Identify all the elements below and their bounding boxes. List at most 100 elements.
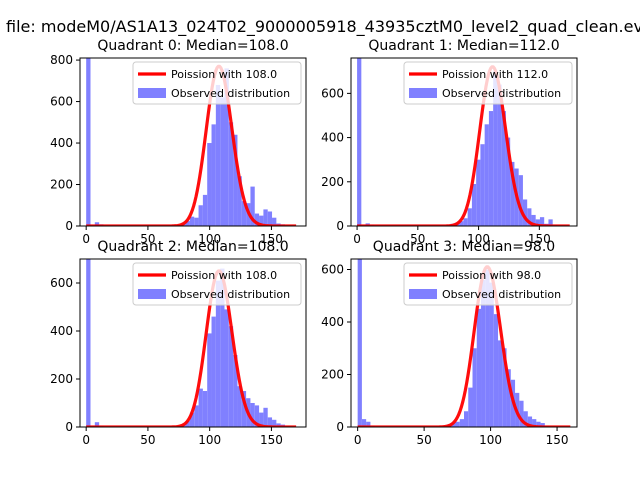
histogram-bar: [215, 280, 221, 427]
poisson-fit-line: [356, 65, 571, 226]
panel-title: Quadrant 1: Median=112.0: [368, 38, 559, 54]
histogram-bar: [510, 161, 515, 226]
x-tick-label: 0: [353, 232, 361, 246]
histogram-bar: [459, 419, 464, 427]
histogram-bar: [215, 84, 221, 226]
histogram-bar: [207, 333, 212, 427]
legend-entry-hist: Observed distribution: [442, 288, 561, 301]
histogram-bar: [467, 208, 472, 226]
histogram-bar: [505, 137, 511, 226]
x-tick-label: 100: [198, 433, 221, 447]
x-tick-label: 50: [140, 232, 155, 246]
legend-entry-fit: Poission with 108.0: [171, 269, 277, 282]
histogram-bar: [472, 348, 477, 427]
histogram-bar: [202, 391, 208, 427]
histogram-bar: [220, 97, 225, 226]
histogram-bar: [471, 184, 477, 226]
histogram-bar: [267, 211, 273, 226]
histogram-bar: [241, 201, 247, 226]
panel-title: Quadrant 3: Median=98.0: [373, 239, 555, 255]
histogram-bar: [357, 58, 362, 226]
histogram-bar: [548, 219, 553, 226]
axes-frame: [350, 57, 578, 227]
histogram-bar: [493, 71, 498, 226]
plot-area: [356, 58, 571, 226]
legend-entry-fit: Poission with 108.0: [171, 68, 277, 81]
histogram-bar: [220, 268, 225, 427]
legend: Poission with 108.0 Observed distribution: [132, 262, 302, 306]
histogram-bar: [241, 391, 247, 427]
histogram-bar: [259, 412, 264, 427]
histogram-bar: [540, 423, 545, 427]
x-tick-label: 0: [82, 433, 90, 447]
histogram-bar: [476, 308, 482, 427]
histogram-bar: [527, 416, 533, 427]
y-tick-label: 400: [321, 315, 344, 329]
panel-title: Quadrant 2: Median=108.0: [97, 239, 288, 255]
histogram-bar: [250, 403, 255, 427]
y-tick-label: 800: [50, 53, 73, 67]
histogram-bar: [263, 407, 268, 427]
histogram-bar: [532, 419, 537, 427]
histogram-bar: [481, 280, 486, 427]
y-tick-label: 0: [65, 219, 73, 233]
histogram-bar: [468, 387, 473, 427]
y-tick-label: 400: [50, 136, 73, 150]
histogram-bar: [189, 216, 195, 226]
histogram-bar: [86, 58, 91, 226]
histogram-bar: [502, 348, 507, 427]
x-tick-label: 100: [467, 232, 490, 246]
y-tick-label: 200: [321, 368, 344, 382]
y-tick-label: 400: [321, 131, 344, 145]
poisson-fit-line: [85, 269, 297, 427]
y-tick-label: 0: [336, 219, 344, 233]
histogram-bar: [519, 400, 524, 427]
histogram-bar: [451, 423, 456, 427]
histogram-bar: [357, 259, 362, 427]
histogram-bar: [233, 355, 238, 427]
x-tick-label: 150: [260, 232, 283, 246]
quadrant-panel-2: Quadrant 2: Median=108.0 0 50 100 150 0 200 400…: [50, 239, 307, 447]
histogram-bar: [228, 326, 234, 427]
x-tick-label: 100: [479, 433, 502, 447]
legend-entry-fit: Poission with 98.0: [442, 269, 541, 282]
quadrant-panel-0: Quadrant 0: Median=108.0 0 50 100 150 0 200 400…: [50, 38, 307, 246]
x-tick-label: 150: [528, 232, 551, 246]
plot-area: [85, 259, 297, 427]
legend-box: [132, 61, 302, 105]
histogram-bar: [185, 220, 190, 226]
x-tick-label: 50: [416, 433, 431, 447]
histogram-bar: [86, 259, 91, 427]
legend-box: [403, 61, 573, 105]
histogram-bar: [493, 314, 499, 427]
histogram-bar: [263, 209, 268, 226]
y-tick-label: 200: [321, 175, 344, 189]
y-tick-label: 0: [336, 420, 344, 434]
legend: Poission with 98.0 Observed distribution: [403, 262, 573, 306]
y-tick-label: 400: [50, 324, 73, 338]
histogram-bar: [501, 111, 506, 226]
x-tick-label: 0: [82, 232, 90, 246]
y-tick-label: 600: [321, 263, 344, 277]
histogram-bar: [272, 419, 277, 427]
histogram-bar: [497, 84, 502, 226]
histogram-bar: [233, 134, 238, 226]
histogram-bar: [189, 412, 195, 427]
legend-patch-swatch: [138, 88, 166, 98]
histogram-bar: [198, 205, 203, 226]
histogram-bar: [535, 219, 540, 226]
histogram-bar: [489, 282, 494, 427]
histogram-bar: [539, 217, 545, 226]
y-tick-label: 200: [50, 178, 73, 192]
y-tick-label: 600: [50, 276, 73, 290]
x-tick-label: 50: [410, 232, 425, 246]
y-tick-label: 600: [50, 95, 73, 109]
histogram-bar: [480, 144, 485, 226]
histogram-bar: [506, 369, 511, 427]
histogram-bar: [536, 421, 541, 427]
plot-area: [85, 58, 297, 226]
histogram-bar: [484, 124, 489, 226]
axes-frame: [79, 57, 307, 227]
histogram-bar: [250, 186, 255, 226]
x-tick-label: 50: [140, 433, 155, 447]
